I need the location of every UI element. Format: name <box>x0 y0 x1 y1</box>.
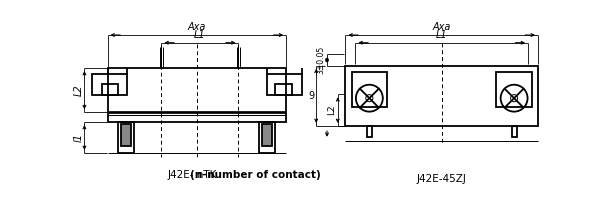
Text: L1: L1 <box>194 31 206 40</box>
Text: J42E-45ZJ: J42E-45ZJ <box>417 174 467 184</box>
Text: l1: l1 <box>74 133 84 142</box>
Bar <box>262 124 273 146</box>
Text: L1: L1 <box>436 31 448 40</box>
Text: 3±0.05: 3±0.05 <box>316 46 325 74</box>
Bar <box>119 122 134 153</box>
Text: L2: L2 <box>327 105 336 115</box>
Bar <box>496 72 532 108</box>
Bar <box>92 74 127 95</box>
Bar <box>267 74 301 95</box>
Text: 9: 9 <box>309 91 315 101</box>
Text: Axa: Axa <box>432 22 451 32</box>
Bar <box>512 126 517 137</box>
Bar <box>102 84 119 95</box>
Text: Axa: Axa <box>188 22 206 32</box>
Bar <box>259 122 274 153</box>
Bar <box>352 72 387 108</box>
Bar <box>120 124 131 146</box>
Text: (n–number of contact): (n–number of contact) <box>190 170 321 180</box>
Bar <box>346 66 538 126</box>
Bar <box>276 84 292 95</box>
Bar <box>367 126 373 137</box>
Bar <box>107 68 286 122</box>
Text: J42E- nTK: J42E- nTK <box>168 170 217 180</box>
Text: L2: L2 <box>74 84 84 96</box>
